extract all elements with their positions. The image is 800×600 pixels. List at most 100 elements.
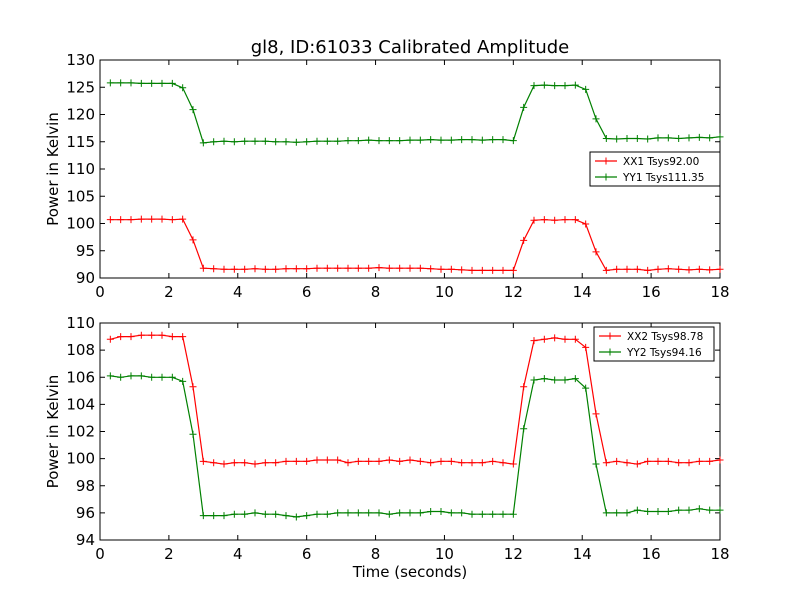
data-point [613,135,621,143]
data-point [272,510,280,518]
data-point [292,138,300,146]
y-tick-label: 106 [66,368,95,386]
x-tick-label: 8 [371,545,381,563]
data-point [365,136,373,144]
data-point [158,79,166,87]
data-point [344,137,352,145]
data-point [137,79,145,87]
data-point [251,137,259,145]
data-point [313,456,321,464]
data-point [334,509,342,517]
x-tick-label: 14 [573,545,592,563]
data-point [375,264,383,272]
data-point [706,134,714,142]
data-point [447,457,455,465]
data-point [489,510,497,518]
data-point [354,137,362,145]
data-point [447,509,455,517]
y-tick-label: 100 [66,215,95,233]
data-point [551,334,559,342]
data-point [447,136,455,144]
data-point [106,372,114,380]
data-point [664,457,672,465]
data-point [654,265,662,273]
data-point [272,459,280,467]
x-tick-label: 16 [642,545,661,563]
data-point [323,137,331,145]
legend-entry: XX1 Tsys92.00 [623,156,699,168]
data-point [282,457,290,465]
data-point [272,265,280,273]
data-point [251,460,259,468]
data-point [292,457,300,465]
legend: XX2 Tsys98.78 YY2 Tsys94.16 [593,326,715,362]
data-point [323,456,331,464]
x-tick-label: 0 [95,283,105,301]
data-point [303,138,311,146]
data-point [375,509,383,517]
x-tick-label: 12 [504,283,523,301]
data-point [664,508,672,516]
data-point [148,79,156,87]
data-point [396,509,404,517]
data-point [261,265,269,273]
y-tick-label: 95 [76,242,95,260]
data-point [189,106,197,114]
data-point [675,506,683,514]
data-point [106,335,114,343]
data-point [406,509,414,517]
data-point [282,265,290,273]
data-point [644,266,652,274]
data-point [241,510,249,518]
data-point [148,331,156,339]
data-point [416,136,424,144]
data-point [499,136,507,144]
data-point [520,236,528,244]
data-point [530,376,538,384]
y-tick-label: 108 [66,341,95,359]
legend-entry: YY2 Tsys94.16 [626,347,702,359]
data-point [685,506,693,514]
data-point [230,510,238,518]
data-point [210,138,218,146]
y-tick-label: 120 [66,106,95,124]
data-point [592,248,600,256]
data-point [561,216,569,224]
bottom-panel: 0 2 4 6 8 10 12 14 16 18 94 96 98 100 102 104 106 108 110 P… [44,314,730,563]
data-point [261,510,269,518]
data-point [437,136,445,144]
data-point [189,383,197,391]
data-point [199,457,207,465]
data-point [210,512,218,520]
data-point [458,509,466,517]
series-yy1 [106,79,724,147]
data-point [220,512,228,520]
series-xx2 [106,331,724,468]
data-point [437,265,445,273]
data-point [530,216,538,224]
data-point [106,216,114,224]
y-tick-label: 98 [76,477,95,495]
data-point [675,265,683,273]
data-point [365,509,373,517]
data-point [582,85,590,93]
data-point [478,459,486,467]
data-point [592,410,600,418]
data-point [613,457,621,465]
data-point [571,375,579,383]
y-tick-label: 104 [66,395,95,413]
legend-entry: YY1 Tsys111.35 [622,172,704,184]
data-point [354,264,362,272]
data-point [282,512,290,520]
data-point [685,266,693,274]
data-point [551,216,559,224]
legend: XX1 Tsys92.00 YY1 Tsys111.35 [589,151,721,187]
data-point [602,134,610,142]
data-point [189,430,197,438]
data-point [344,459,352,467]
x-tick-label: 18 [710,545,729,563]
data-point [437,508,445,516]
data-point [334,456,342,464]
data-point [179,333,187,341]
